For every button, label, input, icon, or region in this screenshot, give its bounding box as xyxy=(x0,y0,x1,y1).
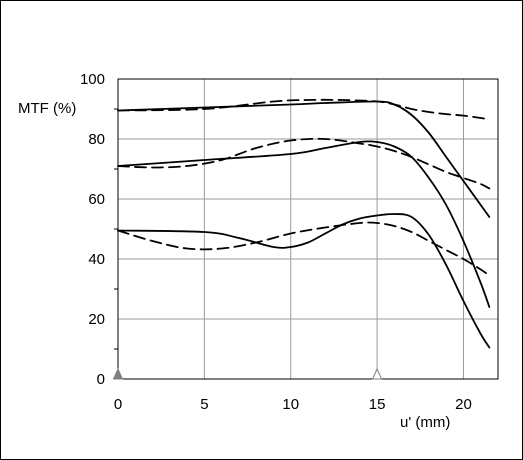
x-tick-label: 15 xyxy=(369,396,386,413)
y-tick-label: 100 xyxy=(80,71,105,88)
series-mid-solid xyxy=(117,140,491,308)
grid-lines xyxy=(117,78,498,380)
x-axis-label: u' (mm) xyxy=(400,414,450,431)
y-tick-label: 60 xyxy=(88,191,105,208)
series-high-solid xyxy=(117,100,491,218)
x-tick-label: 20 xyxy=(455,396,472,413)
minor-ticks xyxy=(114,108,118,350)
series-mid-dashed xyxy=(117,137,491,190)
open-triangle-marker xyxy=(371,367,383,380)
y-axis-label: MTF (%) xyxy=(18,100,76,117)
x-tick-label: 10 xyxy=(282,396,299,413)
y-tick-label: 20 xyxy=(88,311,105,328)
filled-triangle-marker xyxy=(112,367,124,380)
x-tick-label: 5 xyxy=(200,396,208,413)
plot-border xyxy=(117,78,499,380)
series-low-solid xyxy=(117,213,491,349)
x-tick-label: 0 xyxy=(114,396,122,413)
axis-markers xyxy=(112,367,383,380)
series-lines xyxy=(117,98,491,349)
y-tick-label: 0 xyxy=(97,371,105,388)
series-low-dashed xyxy=(117,221,491,277)
y-tick-labels: 0 20 40 60 80 100 xyxy=(80,71,105,388)
y-tick-label: 80 xyxy=(88,131,105,148)
y-tick-label: 40 xyxy=(88,251,105,268)
series-high-dashed xyxy=(117,98,491,121)
x-tick-labels: 0 5 10 15 20 xyxy=(114,396,472,413)
